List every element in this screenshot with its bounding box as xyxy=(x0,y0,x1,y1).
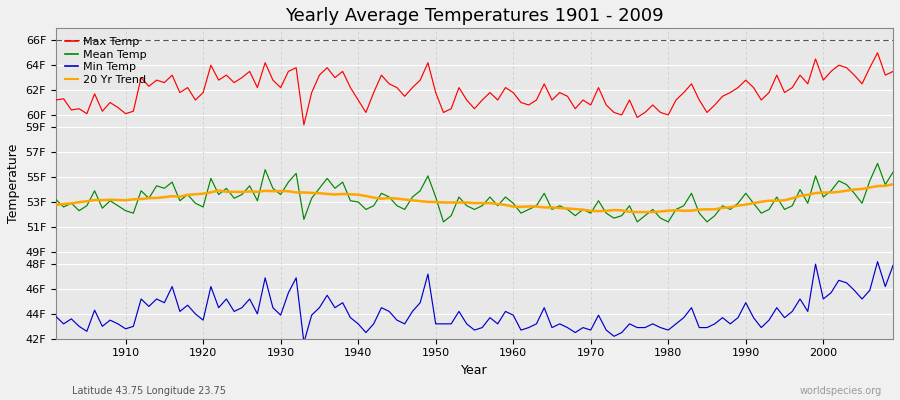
Text: Latitude 43.75 Longitude 23.75: Latitude 43.75 Longitude 23.75 xyxy=(72,386,226,396)
Text: worldspecies.org: worldspecies.org xyxy=(800,386,882,396)
Y-axis label: Temperature: Temperature xyxy=(7,144,20,223)
X-axis label: Year: Year xyxy=(461,364,488,377)
Legend: Max Temp, Mean Temp, Min Temp, 20 Yr Trend: Max Temp, Mean Temp, Min Temp, 20 Yr Tre… xyxy=(61,34,149,88)
Title: Yearly Average Temperatures 1901 - 2009: Yearly Average Temperatures 1901 - 2009 xyxy=(285,7,664,25)
